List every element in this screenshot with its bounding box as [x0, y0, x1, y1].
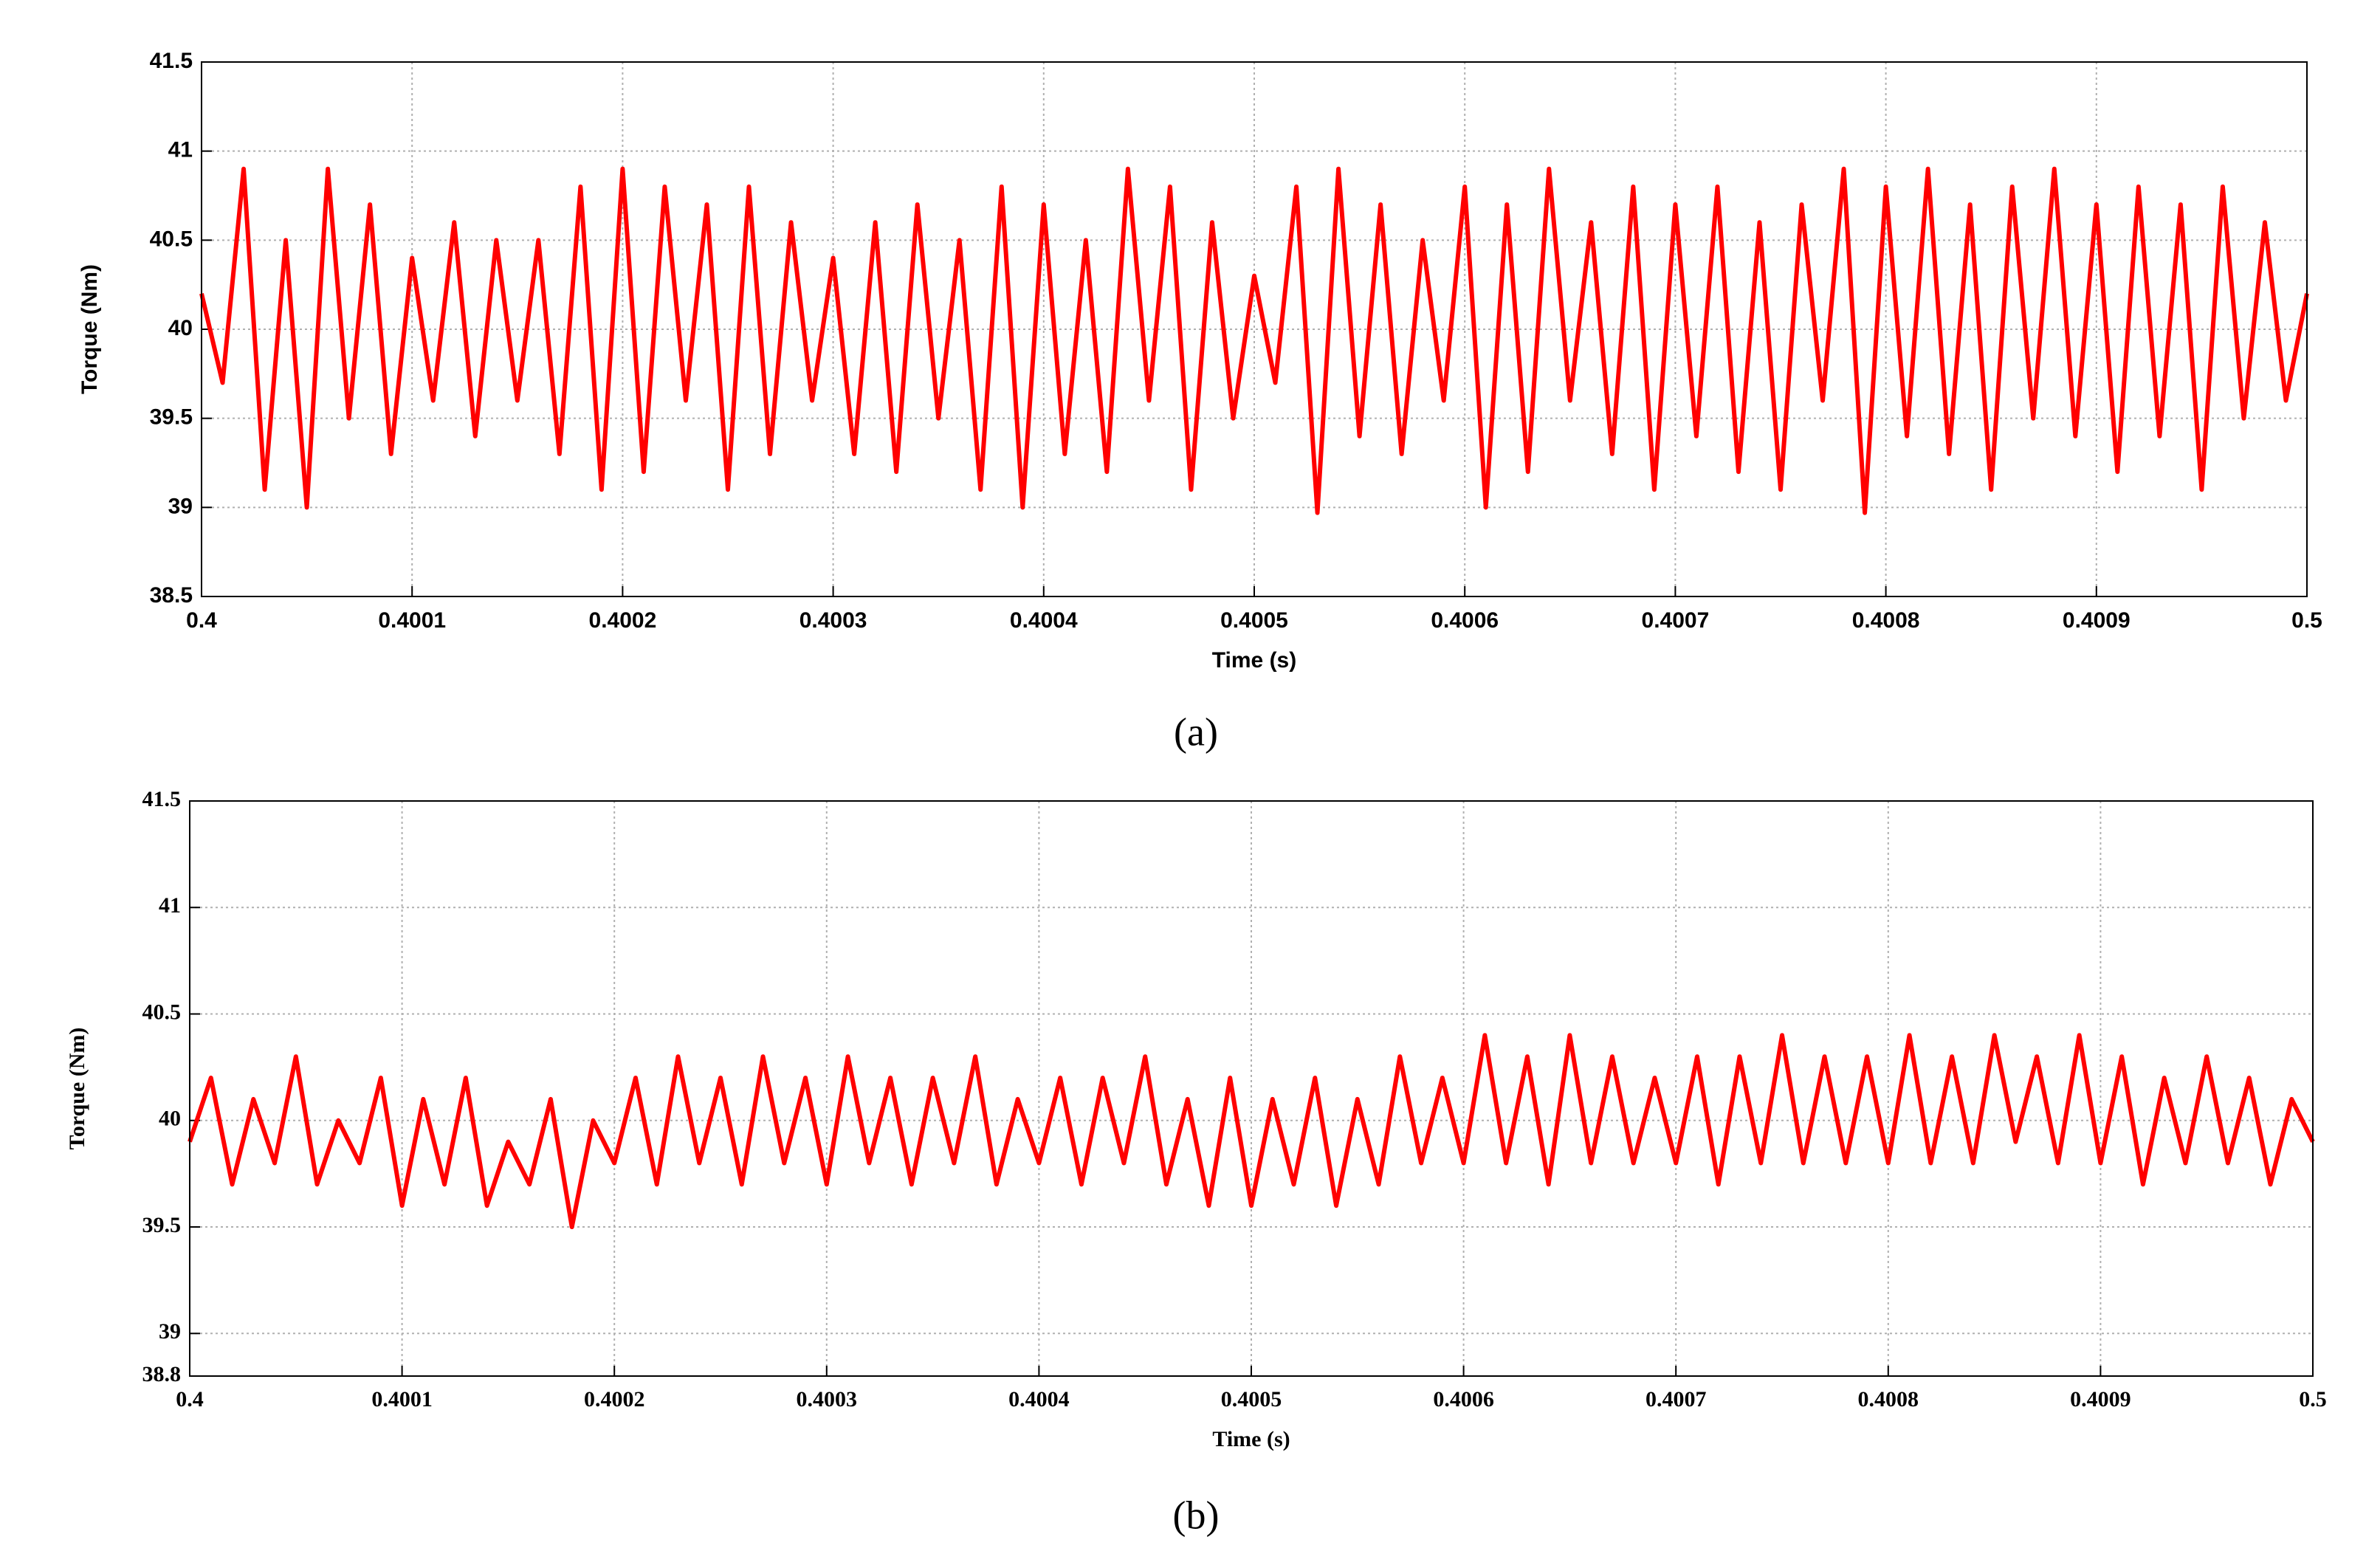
x-tick-label: 0.4005 — [1220, 608, 1288, 633]
x-axis-label: Time (s) — [1212, 648, 1296, 673]
x-tick-label: 0.4001 — [378, 608, 446, 633]
data-line — [199, 166, 2309, 515]
y-axis-label: Torque (Nm) — [78, 264, 102, 394]
x-tick-label: 0.4006 — [1433, 1387, 1494, 1411]
x-tick-label: 0.4004 — [1008, 1387, 1070, 1411]
x-tick-label: 0.4009 — [2063, 608, 2131, 633]
y-tick-label: 40.5 — [150, 227, 193, 251]
plot-area — [190, 801, 2313, 1376]
y-tick-label: 39 — [168, 494, 193, 518]
y-tick-label: 41.5 — [142, 787, 182, 811]
x-tick-label: 0.4005 — [1221, 1387, 1282, 1411]
panel-caption: (a) — [1174, 709, 1218, 754]
y-tick-label: 40 — [168, 316, 193, 340]
x-tick-label: 0.4002 — [584, 1387, 645, 1411]
y-tick-label: 40 — [159, 1107, 181, 1131]
y-tick-label: 41 — [159, 893, 181, 918]
data-line — [188, 1033, 2315, 1230]
x-tick-label: 0.4003 — [797, 1387, 858, 1411]
x-tick-label: 0.4 — [186, 608, 217, 633]
x-tick-label: 0.4001 — [371, 1387, 433, 1411]
y-tick-label: 41.5 — [150, 49, 193, 73]
panel-caption: (b) — [1173, 1493, 1220, 1537]
plot-frame — [201, 61, 2308, 597]
y-axis-label: Torque (Nm) — [65, 1028, 89, 1150]
y-tick-label: 39.5 — [150, 405, 193, 430]
x-tick-label: 0.5 — [2299, 1387, 2327, 1411]
x-tick-label: 0.4009 — [2070, 1387, 2131, 1411]
x-tick-label: 0.4006 — [1431, 608, 1499, 633]
y-tick-label: 40.5 — [142, 1000, 182, 1024]
x-tick-label: 0.4007 — [1642, 608, 1710, 633]
panel: 0.4 0.4001 0.4002 0.4003 0.4004 0.4005 0.4006 0… — [78, 49, 2322, 754]
x-tick-label: 0.5 — [2291, 608, 2322, 633]
x-tick-label: 0.4004 — [1010, 608, 1078, 633]
y-tick-label: 38.5 — [150, 583, 193, 608]
plot-frame — [189, 800, 2314, 1377]
y-tick-label: 39.5 — [142, 1213, 182, 1237]
x-tick-label: 0.4008 — [1852, 608, 1920, 633]
y-tick-label: 39 — [159, 1319, 181, 1344]
x-tick-label: 0.4008 — [1858, 1387, 1919, 1411]
y-tick-label: 38.8 — [142, 1362, 182, 1386]
x-tick-label: 0.4 — [176, 1387, 204, 1411]
panel: 0.4 0.4001 0.4002 0.4003 0.4004 0.4005 0.4006 0… — [65, 787, 2327, 1538]
y-tick-label: 41 — [168, 138, 193, 162]
x-axis-label: Time (s) — [1212, 1427, 1290, 1451]
x-tick-label: 0.4007 — [1645, 1387, 1707, 1411]
x-tick-label: 0.4002 — [589, 608, 657, 633]
x-tick-label: 0.4003 — [799, 608, 867, 633]
